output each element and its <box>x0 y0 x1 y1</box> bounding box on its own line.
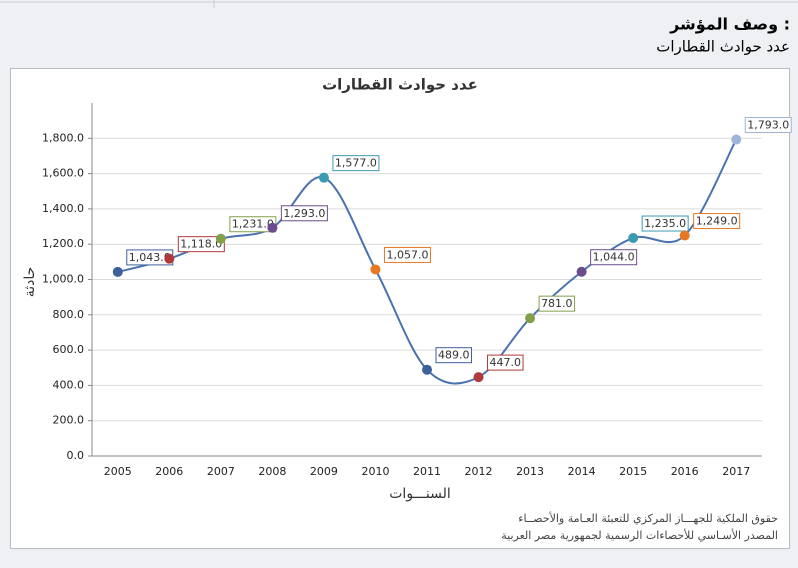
data-point <box>267 222 278 233</box>
y-tick-label: 1,600.0 <box>42 167 84 180</box>
source-note: حقوق الملكية للجهـــاز المركزي للتعبئة ا… <box>518 511 778 525</box>
y-axis-label: حادثة <box>22 267 38 298</box>
data-label: 489.0 <box>438 349 470 362</box>
data-point <box>112 266 123 277</box>
data-label-box <box>332 155 380 172</box>
y-tick-label: 1,800.0 <box>42 131 84 144</box>
data-label: 1,293.0 <box>283 207 325 220</box>
source-note: المصدر الأسـاسي للأحصاءات الرسمية لجمهور… <box>501 528 778 542</box>
x-tick-label: 2016 <box>671 465 699 478</box>
data-label: 1,231.0 <box>232 218 274 231</box>
data-label-box <box>280 205 328 222</box>
data-label: 447.0 <box>490 356 522 369</box>
x-axis-label: السنـــوات <box>389 486 450 502</box>
data-label: 1,249.0 <box>696 215 738 228</box>
x-tick-label: 2012 <box>465 465 493 478</box>
data-point <box>215 233 226 244</box>
data-point <box>164 253 175 264</box>
data-label: 1,043.0 <box>129 251 171 264</box>
x-tick-label: 2017 <box>722 465 750 478</box>
x-tick-label: 2014 <box>568 465 596 478</box>
data-label-box <box>641 215 689 232</box>
x-tick-label: 2008 <box>258 465 286 478</box>
y-tick-label: 0.0 <box>67 449 85 462</box>
chart-title: عدد حوادث القطارات <box>322 76 478 94</box>
data-point <box>679 230 690 241</box>
data-point <box>318 172 329 183</box>
data-label: 1,793.0 <box>747 119 789 132</box>
x-tick-label: 2015 <box>619 465 647 478</box>
y-tick-label: 400.0 <box>53 378 85 391</box>
data-label-box <box>590 249 638 266</box>
data-label-box <box>538 295 576 312</box>
data-label: 1,057.0 <box>386 248 428 261</box>
data-point <box>473 372 484 383</box>
data-label-box <box>487 354 524 371</box>
data-point <box>422 364 432 375</box>
data-label-box <box>744 117 792 134</box>
y-tick-label: 200.0 <box>53 414 85 427</box>
data-label: 781.0 <box>541 297 573 310</box>
data-label-box <box>693 213 741 230</box>
data-point <box>628 233 639 244</box>
x-tick-label: 2005 <box>104 465 132 478</box>
header-subtitle: عدد حوادث القطارات <box>656 38 790 56</box>
y-tick-label: 600.0 <box>53 343 85 356</box>
data-label: 1,044.0 <box>593 251 635 264</box>
data-label-box <box>177 236 225 253</box>
y-tick-label: 1,200.0 <box>42 237 84 250</box>
x-tick-label: 2007 <box>207 465 235 478</box>
chart-panel <box>10 68 790 549</box>
data-point <box>370 264 381 275</box>
y-tick-label: 1,000.0 <box>42 273 84 286</box>
x-tick-label: 2013 <box>516 465 544 478</box>
data-label-box <box>435 347 472 364</box>
data-point <box>525 313 536 324</box>
data-point <box>731 134 742 145</box>
data-label: 1,577.0 <box>335 157 377 170</box>
data-point <box>576 266 587 277</box>
x-tick-label: 2006 <box>155 465 183 478</box>
data-label: 1,235.0 <box>644 217 686 230</box>
data-label-box <box>383 246 431 263</box>
x-tick-label: 2009 <box>310 465 338 478</box>
x-tick-label: 2010 <box>361 465 389 478</box>
data-label: 1,118.0 <box>180 238 222 251</box>
x-tick-label: 2011 <box>413 465 441 478</box>
y-tick-label: 800.0 <box>53 308 85 321</box>
header-title: وصف المؤشر : <box>669 15 790 34</box>
y-tick-label: 1,400.0 <box>42 202 84 215</box>
